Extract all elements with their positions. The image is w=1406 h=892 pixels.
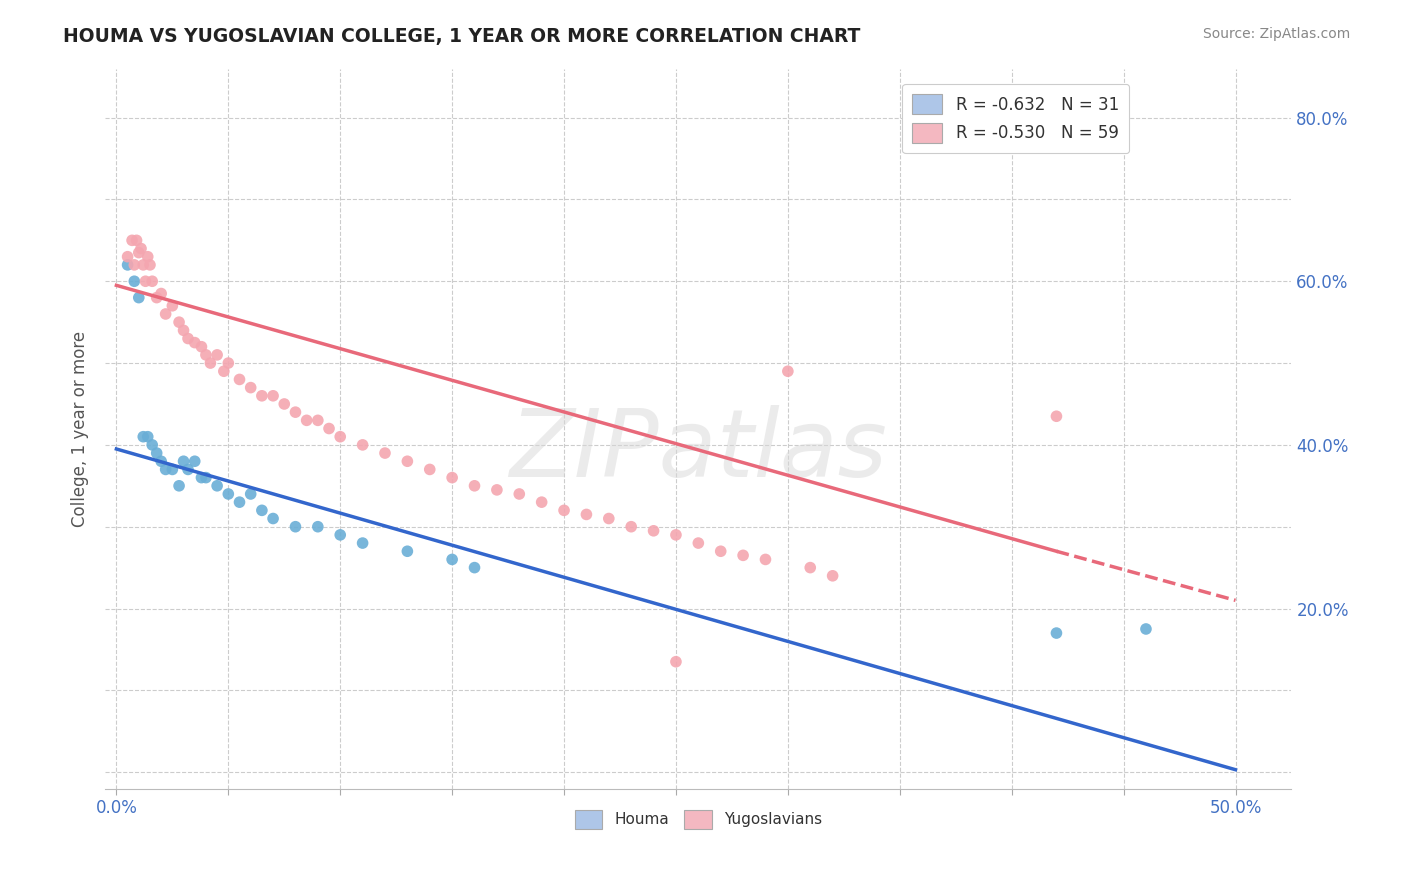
Point bbox=[643, 524, 665, 538]
Point bbox=[262, 389, 284, 403]
Point bbox=[396, 544, 419, 558]
Point bbox=[1135, 622, 1157, 636]
Point bbox=[205, 348, 228, 362]
Text: HOUMA VS YUGOSLAVIAN COLLEGE, 1 YEAR OR MORE CORRELATION CHART: HOUMA VS YUGOSLAVIAN COLLEGE, 1 YEAR OR … bbox=[63, 27, 860, 45]
Text: ZIPatlas: ZIPatlas bbox=[509, 405, 887, 496]
Point bbox=[228, 495, 250, 509]
Point bbox=[145, 291, 167, 305]
Point bbox=[129, 242, 152, 256]
Point bbox=[665, 528, 688, 542]
Point bbox=[136, 430, 159, 444]
Point bbox=[1045, 626, 1067, 640]
Point bbox=[184, 335, 207, 350]
Point bbox=[124, 274, 146, 288]
Point bbox=[162, 299, 184, 313]
Point bbox=[167, 315, 190, 329]
Point bbox=[184, 454, 207, 468]
Point bbox=[284, 519, 307, 533]
Point bbox=[329, 528, 352, 542]
Point bbox=[139, 258, 162, 272]
Point bbox=[575, 508, 598, 522]
Point bbox=[284, 405, 307, 419]
Point bbox=[776, 364, 799, 378]
Point bbox=[1045, 409, 1067, 424]
Point bbox=[132, 258, 155, 272]
Point bbox=[307, 519, 329, 533]
Point bbox=[190, 340, 212, 354]
Point bbox=[821, 569, 844, 583]
Point bbox=[155, 307, 177, 321]
Point bbox=[117, 258, 139, 272]
Point bbox=[307, 413, 329, 427]
Point bbox=[136, 250, 159, 264]
Point bbox=[396, 454, 419, 468]
Point bbox=[124, 258, 146, 272]
Point bbox=[352, 536, 374, 550]
Point bbox=[463, 560, 485, 574]
Point bbox=[162, 462, 184, 476]
Point bbox=[117, 250, 139, 264]
Point bbox=[167, 479, 190, 493]
Point bbox=[150, 286, 173, 301]
Point bbox=[273, 397, 295, 411]
Legend: Houma, Yugoslavians: Houma, Yugoslavians bbox=[568, 804, 828, 835]
Point bbox=[217, 356, 239, 370]
Point bbox=[553, 503, 575, 517]
Point bbox=[205, 479, 228, 493]
Point bbox=[128, 291, 150, 305]
Point bbox=[141, 438, 163, 452]
Point bbox=[132, 430, 155, 444]
Point bbox=[318, 421, 340, 435]
Point bbox=[754, 552, 776, 566]
Point bbox=[200, 356, 222, 370]
Point bbox=[665, 655, 688, 669]
Point bbox=[441, 470, 464, 484]
Point bbox=[128, 245, 150, 260]
Point bbox=[733, 549, 755, 563]
Point bbox=[228, 372, 250, 386]
Point bbox=[141, 274, 163, 288]
Y-axis label: College, 1 year or more: College, 1 year or more bbox=[72, 330, 89, 526]
Point bbox=[598, 511, 620, 525]
Point bbox=[463, 479, 485, 493]
Point bbox=[620, 519, 643, 533]
Point bbox=[374, 446, 396, 460]
Text: Source: ZipAtlas.com: Source: ZipAtlas.com bbox=[1202, 27, 1350, 41]
Point bbox=[125, 233, 148, 247]
Point bbox=[799, 560, 821, 574]
Point bbox=[155, 462, 177, 476]
Point bbox=[508, 487, 530, 501]
Point bbox=[150, 454, 173, 468]
Point bbox=[441, 552, 464, 566]
Point bbox=[710, 544, 733, 558]
Point bbox=[250, 389, 273, 403]
Point bbox=[239, 487, 262, 501]
Point bbox=[194, 470, 217, 484]
Point bbox=[239, 381, 262, 395]
Point bbox=[212, 364, 235, 378]
Point bbox=[145, 446, 167, 460]
Point bbox=[688, 536, 710, 550]
Point bbox=[177, 332, 200, 346]
Point bbox=[194, 348, 217, 362]
Point bbox=[173, 323, 195, 337]
Point bbox=[177, 462, 200, 476]
Point bbox=[262, 511, 284, 525]
Point bbox=[134, 274, 156, 288]
Point bbox=[295, 413, 318, 427]
Point bbox=[121, 233, 143, 247]
Point bbox=[419, 462, 441, 476]
Point bbox=[329, 430, 352, 444]
Point bbox=[250, 503, 273, 517]
Point bbox=[352, 438, 374, 452]
Point bbox=[217, 487, 239, 501]
Point bbox=[530, 495, 553, 509]
Point bbox=[173, 454, 195, 468]
Point bbox=[190, 470, 212, 484]
Point bbox=[485, 483, 508, 497]
